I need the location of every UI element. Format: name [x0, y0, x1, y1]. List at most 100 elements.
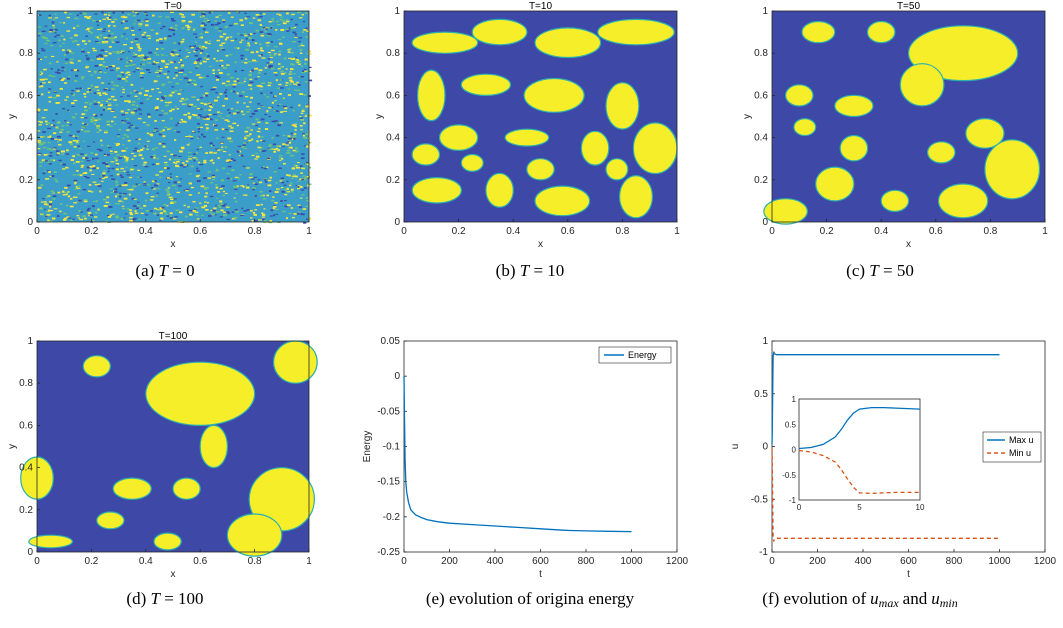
noise-cell [304, 81, 308, 83]
noise-cell [75, 136, 78, 139]
noise-cell [43, 68, 47, 71]
noise-cell [306, 176, 310, 178]
noise-cell [39, 143, 44, 146]
noise-cell [181, 120, 186, 123]
noise-cell [87, 27, 90, 30]
noise-cell [205, 187, 209, 189]
noise-cell [63, 212, 67, 215]
noise-cell [223, 214, 227, 217]
noise-cell [41, 213, 45, 215]
noise-cell [255, 29, 259, 32]
noise-cell [113, 84, 116, 87]
noise-cell [188, 71, 192, 73]
noise-cell [196, 126, 199, 129]
phase-blob [411, 177, 462, 204]
noise-cell [89, 169, 92, 172]
noise-cell [120, 51, 124, 53]
noise-cell [107, 98, 112, 100]
noise-cell [166, 76, 170, 79]
noise-cell [148, 35, 152, 37]
noise-cell [39, 70, 43, 73]
noise-cell [138, 138, 141, 140]
noise-cell [217, 96, 220, 98]
noise-cell [98, 70, 102, 72]
noise-cell [169, 202, 174, 204]
noise-cell [116, 134, 121, 136]
noise-cell [79, 153, 84, 155]
noise-cell [48, 14, 51, 17]
noise-cell [134, 53, 138, 56]
noise-cell [199, 164, 204, 166]
noise-cell [59, 131, 63, 133]
noise-cell [258, 219, 262, 221]
noise-cell [221, 65, 224, 67]
noise-cell [115, 216, 120, 219]
noise-cell [54, 91, 57, 93]
noise-cell [290, 188, 294, 191]
noise-cell [65, 51, 69, 54]
x-axis-label: x [906, 239, 911, 250]
noise-cell [92, 49, 97, 52]
noise-cell [122, 137, 126, 139]
noise-cell [104, 130, 108, 133]
inset-y-tick-label: 1 [792, 395, 797, 404]
noise-cell [54, 28, 58, 31]
noise-cell [269, 54, 273, 56]
inset-x-tick-label: 0 [797, 503, 802, 512]
noise-cell [261, 106, 265, 107]
y-tick-label: 0.6 [754, 90, 768, 101]
subfigure-caption: (e) evolution of origina energy [426, 589, 635, 608]
noise-cell [205, 31, 209, 33]
y-tick-label: -0.05 [377, 406, 400, 417]
noise-cell [249, 133, 252, 136]
noise-cell [280, 66, 283, 68]
noise-cell [106, 165, 110, 167]
noise-cell [292, 109, 295, 112]
noise-cell [131, 197, 135, 200]
noise-cell [133, 155, 137, 157]
noise-cell [76, 43, 80, 46]
noise-cell [260, 139, 264, 141]
noise-cell [94, 114, 98, 117]
noise-cell [289, 79, 293, 82]
noise-cell [73, 69, 77, 72]
y-axis-label: u [730, 444, 741, 450]
noise-cell [221, 49, 226, 51]
noise-cell [207, 177, 211, 179]
noise-cell [37, 111, 40, 113]
noise-cell [213, 113, 217, 116]
noise-cell [101, 41, 106, 43]
noise-cell [217, 76, 221, 79]
noise-cell [308, 66, 312, 68]
noise-cell [61, 150, 65, 153]
noise-cell [144, 18, 149, 21]
noise-cell [93, 100, 96, 103]
noise-cell [188, 117, 191, 120]
noise-cell [55, 71, 59, 74]
noise-cell [214, 20, 217, 22]
noise-cell [255, 155, 260, 158]
noise-cell [170, 198, 174, 200]
noise-cell [39, 74, 43, 76]
phase-blob [534, 27, 602, 59]
noise-cell [285, 82, 289, 84]
y-tick-label: 0.8 [754, 48, 768, 59]
noise-cell [234, 187, 238, 189]
noise-cell [222, 19, 226, 21]
noise-cell [185, 103, 188, 105]
noise-cell [133, 198, 137, 200]
noise-cell [232, 83, 236, 86]
noise-cell [152, 130, 156, 132]
noise-cell [298, 76, 303, 78]
noise-cell [258, 55, 262, 57]
noise-cell [179, 42, 183, 45]
noise-cell [234, 200, 238, 203]
noise-cell [221, 136, 225, 138]
noise-cell [177, 122, 180, 124]
y-axis-label: y [742, 114, 753, 119]
noise-cell [99, 71, 102, 73]
noise-cell [156, 214, 160, 216]
noise-cell [308, 50, 311, 52]
noise-cell [280, 72, 285, 75]
noise-cell [195, 66, 199, 69]
